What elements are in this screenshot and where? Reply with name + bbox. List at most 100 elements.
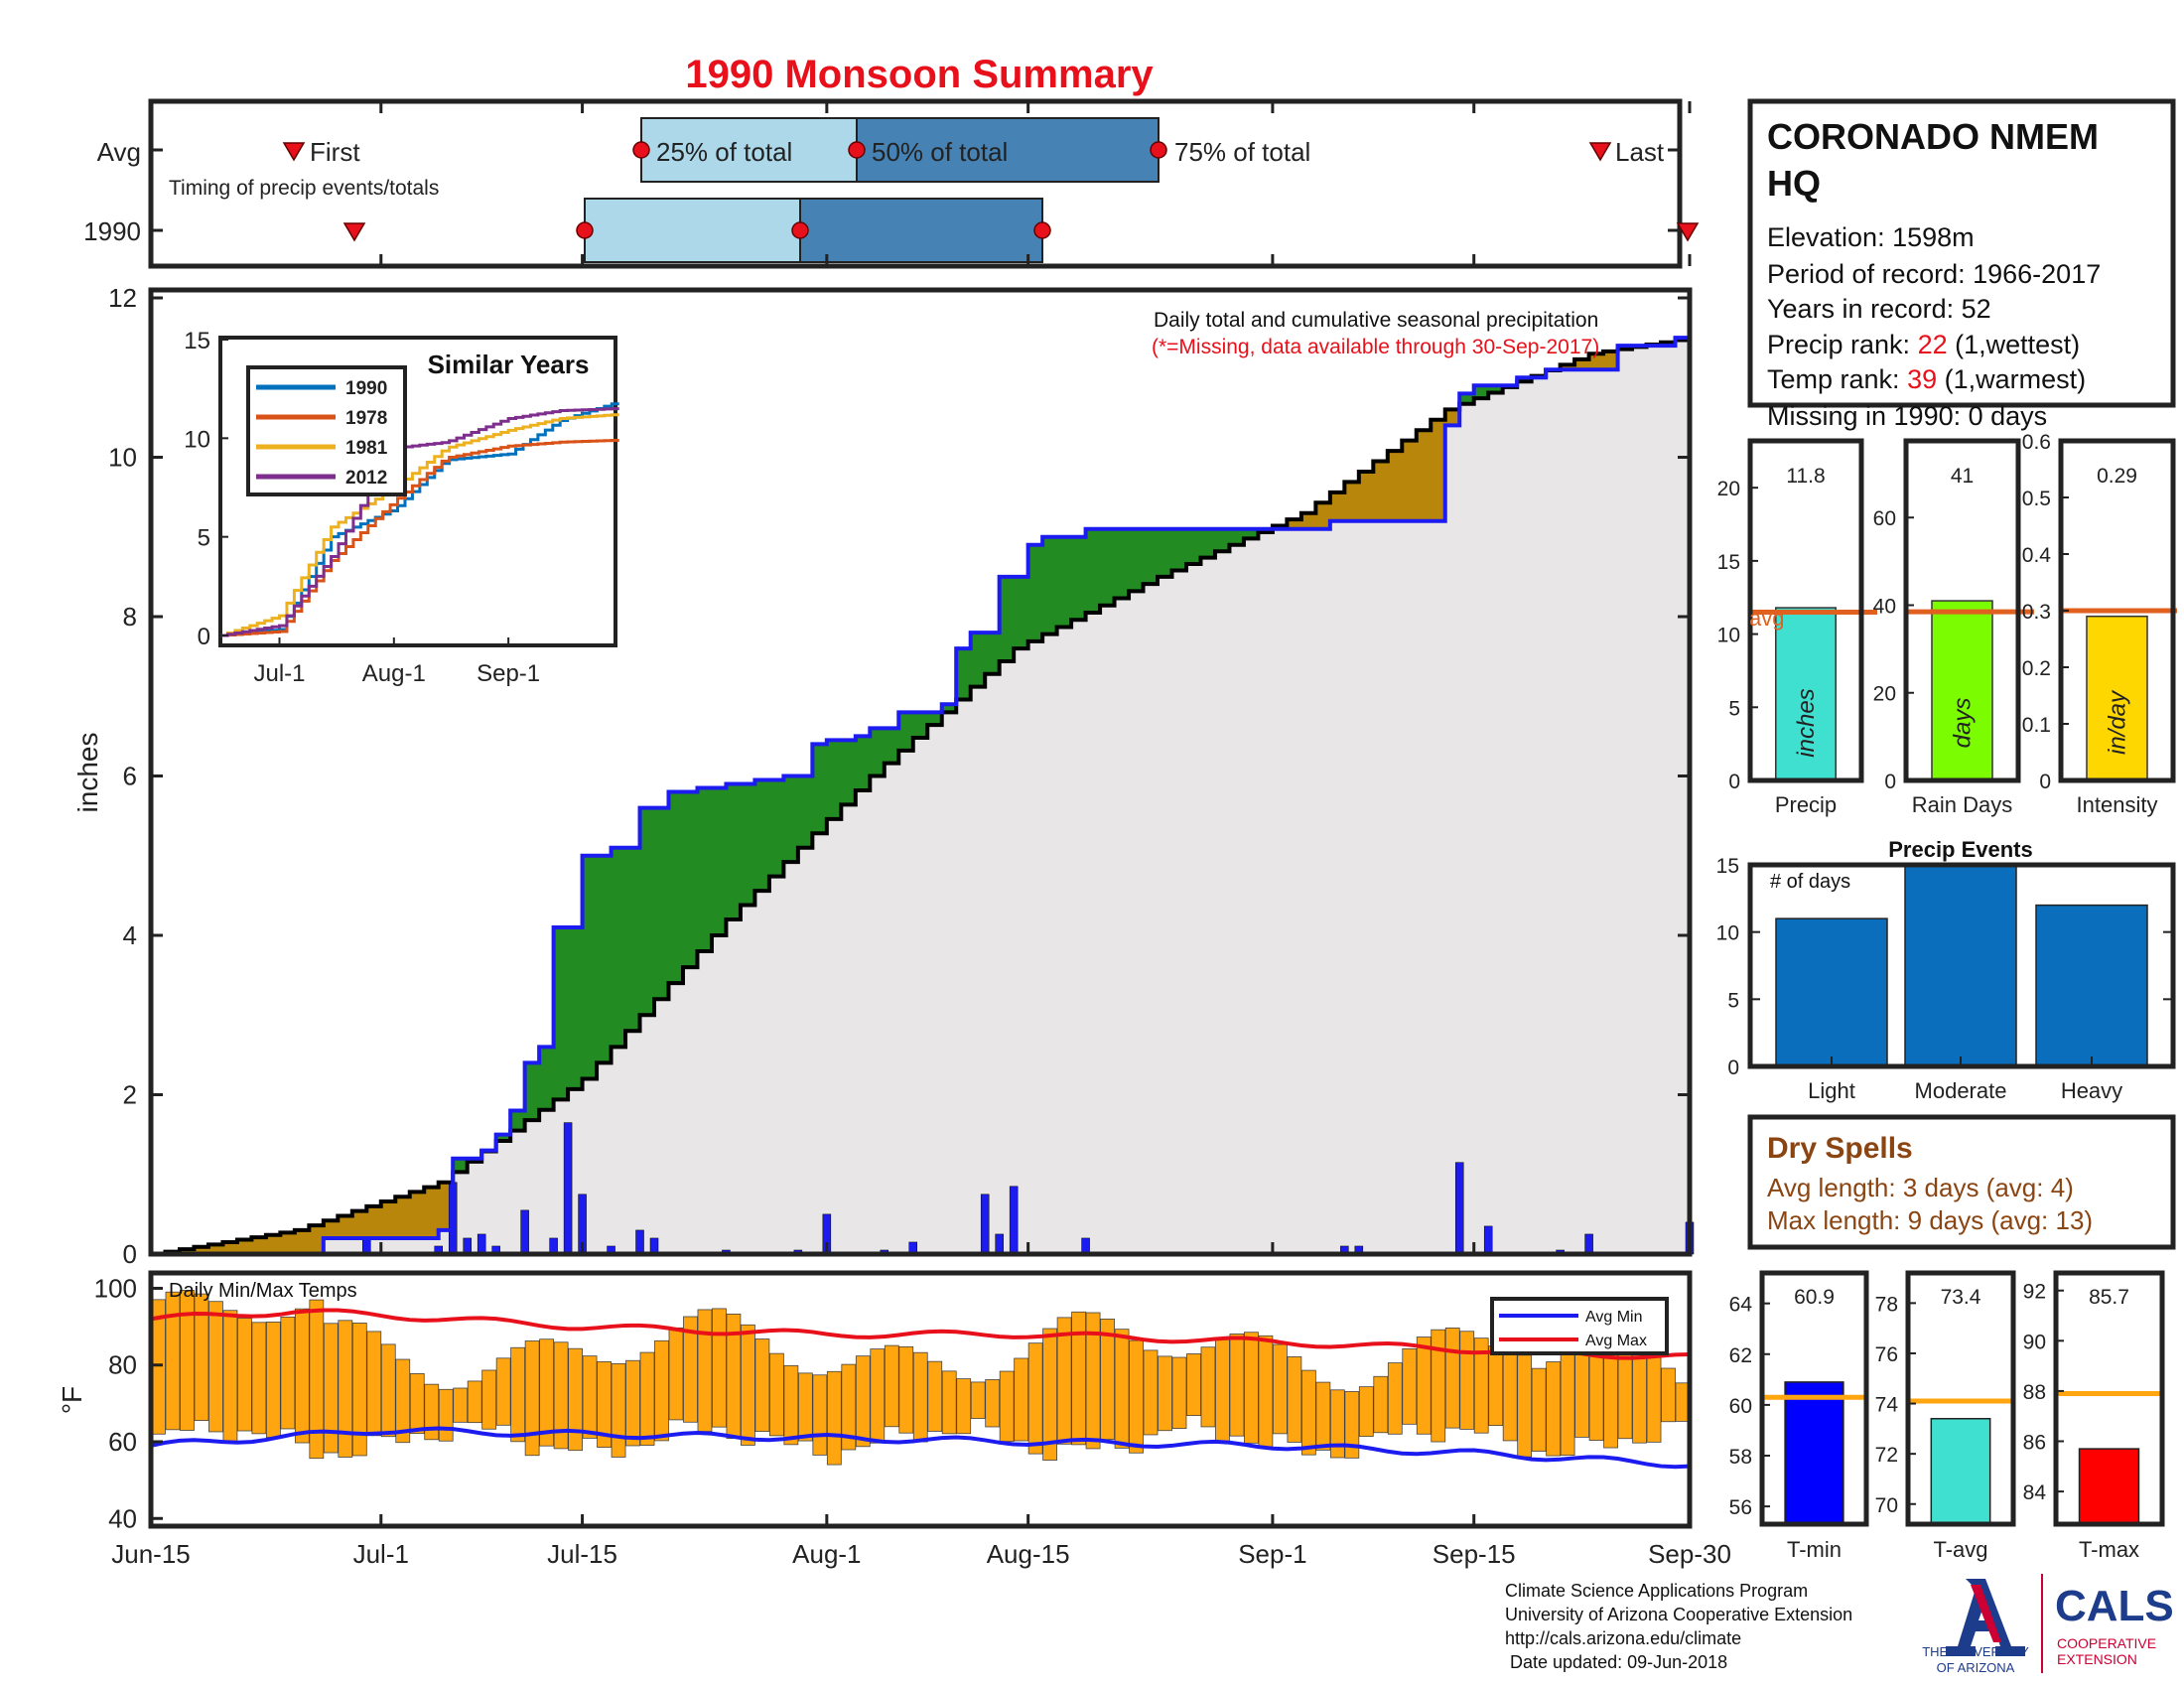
last-label: Last [1615, 137, 1665, 167]
legend-avg-min: Avg Min [1585, 1309, 1643, 1326]
precip-y-tick-label: 10 [1717, 625, 1740, 647]
station-temp-rank: Temp rank: 39 (1,warmest) [1767, 364, 2086, 394]
daily-temp-bar [1517, 1354, 1533, 1458]
pct50-marker-year [791, 221, 809, 239]
intensity-value: 0.29 [2097, 465, 2137, 488]
tavg-frame [1905, 1270, 2016, 1527]
rain_days-y-tick-label: 20 [1873, 683, 1896, 706]
events-y-tick-label: 0 [1727, 1056, 1739, 1079]
above-average-band [625, 847, 641, 1032]
footer-line2: University of Arizona Cooperative Extens… [1505, 1605, 1852, 1624]
rain_days-frame [1903, 438, 2021, 783]
precip-avg-label: avg [1749, 606, 1784, 631]
station-missing: Missing in 1990: 0 days [1767, 401, 2047, 431]
tavg-y-tick-label: 76 [1875, 1343, 1898, 1366]
daily-precip-bar [1483, 1225, 1493, 1255]
daily-temp-bar [467, 1380, 482, 1424]
tmax-frame [2053, 1270, 2165, 1527]
daily-temp-bar [222, 1310, 238, 1443]
rain_days-unit-label: days [1950, 698, 1977, 749]
above-average-band [1517, 377, 1533, 382]
events-y-tick-label: 5 [1727, 989, 1739, 1012]
x-tick-label: Aug-1 [792, 1539, 861, 1569]
daily-temp-bar [453, 1387, 469, 1423]
footer: Climate Science Applications Program Uni… [1505, 1574, 2174, 1675]
above-average-band [1214, 528, 1230, 552]
precip-y-tick-label: 15 [1717, 551, 1740, 574]
intensity-y-tick-label: 0 [2039, 771, 2051, 793]
precip-events-bar-heavy [2035, 904, 2148, 1067]
daily-temp-bar [927, 1360, 943, 1432]
above-average-band [884, 728, 899, 764]
precip-events-chart: Precip Events 0 5 10 15 Light Moderate Heavy #… [1716, 837, 2176, 1103]
daily-temp-bar [524, 1340, 540, 1457]
inset-legend: 1990 1978 1981 2012 [246, 365, 407, 496]
above-average-band [711, 787, 727, 936]
daily-temp-bar [380, 1343, 396, 1438]
daily-precip-bar [563, 1122, 573, 1255]
inset-y-tick-label: 10 [184, 426, 210, 453]
above-average-band [1243, 528, 1259, 539]
below-average-band [1402, 440, 1418, 521]
intensity-y-tick-label: 0.1 [2022, 714, 2051, 737]
daily-temp-bar [783, 1364, 799, 1446]
daily-temp-bar [985, 1379, 1001, 1428]
above-average-band [1143, 528, 1159, 585]
similar-years-inset: 0 5 10 15 Jul-1 Aug-1 Sep-1 Similar Years 1990… [184, 328, 619, 687]
events-y-tick-label: 15 [1716, 855, 1739, 878]
daily-temp-bar [597, 1361, 612, 1448]
daily-temp-bar [1502, 1351, 1518, 1442]
below-average-band [1387, 451, 1403, 521]
daily-temp-bar [683, 1316, 698, 1423]
daily-temp-bar [424, 1383, 440, 1441]
below-average-band [1329, 492, 1345, 521]
last-marker-year [1676, 222, 1700, 242]
intensity-y-tick-label: 0.2 [2022, 657, 2051, 680]
cals-logo-sub2: EXTENSION [2057, 1651, 2137, 1667]
above-average-band [999, 576, 1015, 661]
daily-precip-bar [1454, 1162, 1464, 1255]
tmin-value: 60.9 [1794, 1286, 1835, 1309]
daily-temp-bar [1373, 1375, 1389, 1434]
tavg-bar [1930, 1417, 1991, 1525]
events-x-tick-label: Moderate [1915, 1078, 2007, 1103]
above-average-band [1085, 528, 1101, 614]
below-average-band [1373, 461, 1389, 521]
daily-precip-bar [1584, 1233, 1593, 1255]
above-average-band [812, 744, 828, 834]
above-average-band [1200, 528, 1216, 558]
below-average-band [351, 1210, 367, 1238]
ua-logo-text1: THE UNIVERSITY [1922, 1644, 2029, 1659]
footer-line1: Climate Science Applications Program [1505, 1581, 1808, 1601]
above-average-band [726, 783, 742, 919]
x-tick-label: Sep-15 [1433, 1539, 1516, 1569]
below-average-band [409, 1192, 425, 1238]
daily-temp-bar [481, 1369, 497, 1430]
tmax-value: 85.7 [2089, 1286, 2129, 1309]
daily-temp-bar [741, 1324, 755, 1446]
inset-legend-label: 2012 [345, 468, 387, 489]
daily-temp-bar [1431, 1329, 1446, 1443]
above-average-band [539, 1047, 555, 1110]
first-marker-year [342, 222, 366, 242]
daily-temp-bar [194, 1293, 209, 1421]
above-average-band [597, 855, 613, 1063]
year-box-50-75 [799, 198, 1043, 263]
tmax-y-tick-label: 86 [2023, 1432, 2046, 1455]
avg-min-temp-line [150, 1426, 1691, 1470]
daily-temp-bar [251, 1322, 267, 1435]
above-average-band [912, 712, 928, 738]
temp-y-tick-label: 60 [108, 1427, 137, 1457]
below-average-band [1300, 512, 1316, 529]
daily-temp-bar [568, 1347, 583, 1452]
inset-legend-label: 1978 [345, 408, 387, 429]
precip-events-ylabel: # of days [1770, 871, 1850, 893]
avg-max-temp-line [150, 1308, 1691, 1360]
below-average-band [1287, 519, 1302, 529]
above-average-band [870, 728, 886, 776]
cals-logo-sub1: COOPERATIVE [2057, 1635, 2156, 1651]
daily-temp-bar [956, 1378, 972, 1435]
daily-temp-bar [553, 1341, 569, 1450]
daily-temp-bar [1258, 1335, 1274, 1448]
pct50-label: 50% of total [872, 137, 1008, 167]
